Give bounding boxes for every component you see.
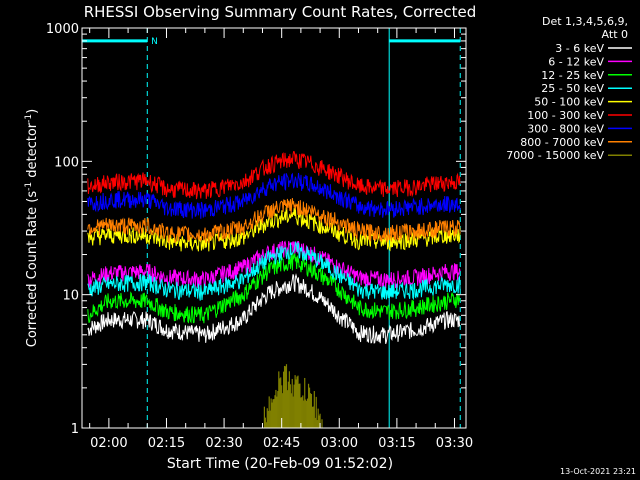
series-50-100-kev bbox=[87, 207, 461, 252]
chart-title: RHESSI Observing Summary Count Rates, Co… bbox=[84, 3, 477, 21]
series-6-12-kev bbox=[87, 240, 461, 289]
series-12-25-kev bbox=[87, 253, 461, 324]
y-tick-label: 1000 bbox=[46, 22, 79, 37]
legend-label: 25 - 50 keV bbox=[541, 82, 604, 95]
legend-label: 12 - 25 keV bbox=[541, 69, 604, 82]
plot-frame bbox=[81, 27, 467, 429]
series-100-300-kev bbox=[87, 151, 461, 200]
legend-header-line-1: Det 1,3,4,5,6,9, bbox=[542, 15, 628, 28]
x-tick-label: 03:30 bbox=[436, 436, 473, 451]
annotation-marker: N bbox=[151, 37, 158, 47]
x-tick-label: 03:00 bbox=[321, 436, 358, 451]
series-25-50-kev bbox=[87, 240, 461, 301]
series-3-6-kev bbox=[87, 273, 461, 344]
legend-label: 100 - 300 keV bbox=[527, 109, 604, 122]
legend-label: 6 - 12 keV bbox=[548, 55, 604, 68]
y-tick-label: 1 bbox=[71, 422, 79, 437]
x-tick-label: 03:15 bbox=[378, 436, 415, 451]
footer-timestamp: 13-Oct-2021 23:21 bbox=[560, 467, 636, 476]
series-800-7000-kev bbox=[87, 198, 461, 245]
legend-label: 800 - 7000 keV bbox=[520, 136, 604, 149]
x-tick-label: 02:30 bbox=[205, 436, 242, 451]
series-300-800-kev bbox=[87, 172, 461, 219]
legend-label: 3 - 6 keV bbox=[555, 42, 604, 55]
legend-label: 7000 - 15000 keV bbox=[506, 149, 604, 162]
y-axis-label: Corrected Count Rate (s-1 detector-1) bbox=[24, 109, 40, 347]
x-tick-label: 02:45 bbox=[263, 436, 300, 451]
legend-label: 50 - 100 keV bbox=[534, 96, 604, 109]
y-tick-label: 10 bbox=[62, 289, 79, 304]
series-7000-15000-kev bbox=[263, 364, 323, 428]
x-axis-label: Start Time (20-Feb-09 01:52:02) bbox=[167, 456, 393, 472]
y-tick-label: 100 bbox=[54, 155, 79, 170]
legend-header-line-2: Att 0 bbox=[602, 28, 628, 41]
x-tick-label: 02:15 bbox=[148, 436, 185, 451]
legend-label: 300 - 800 keV bbox=[527, 122, 604, 135]
x-tick-label: 02:00 bbox=[90, 436, 127, 451]
